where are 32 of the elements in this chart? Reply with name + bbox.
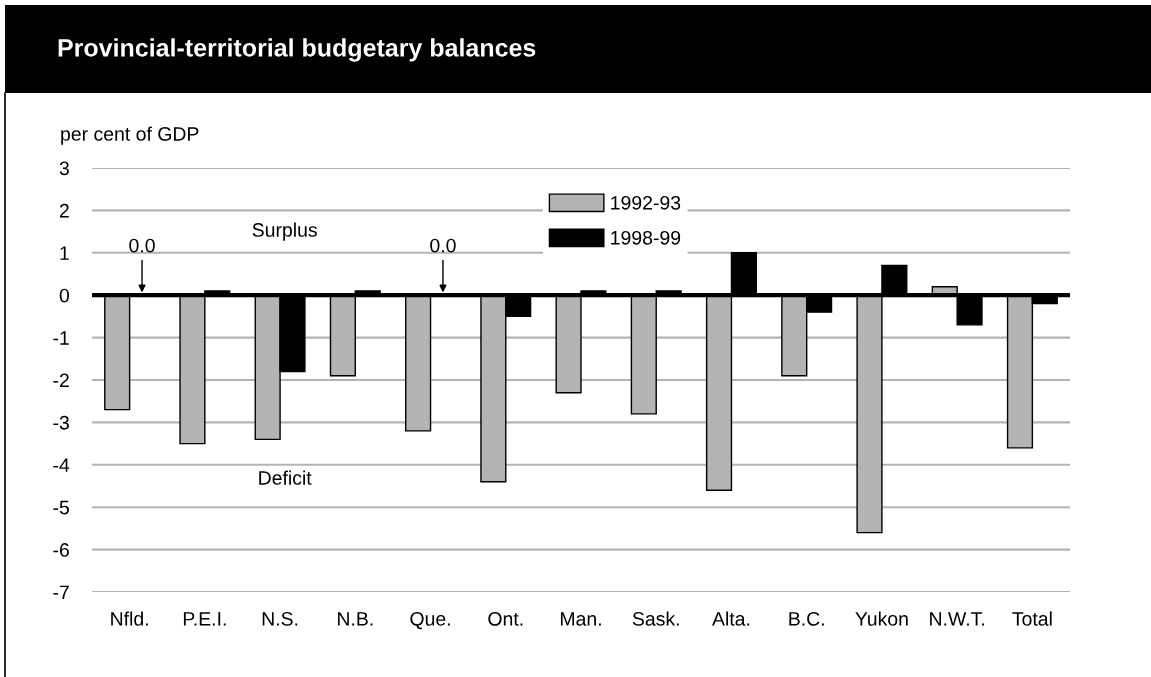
- y-tick-label: 2: [59, 203, 69, 218]
- y-tick-label: 1: [60, 246, 69, 260]
- y-tick-label: -1: [53, 331, 69, 345]
- x-tick-label: Total: [1012, 611, 1052, 626]
- y-tick-label: -7: [53, 585, 69, 600]
- x-tick-label: Man.: [560, 612, 601, 626]
- x-tick-label: Ont.: [488, 611, 523, 626]
- x-tick-label: P.E.I.: [183, 612, 226, 626]
- chart-title: Provincial-territorial budgetary balances: [58, 38, 536, 62]
- x-tick-label: B.C.: [789, 611, 824, 626]
- x-tick-label: N.S.: [262, 611, 298, 626]
- y-tick-label: -2: [53, 373, 69, 388]
- x-tick-label: N.B.: [337, 612, 373, 626]
- annotation: 0.0: [129, 238, 155, 253]
- x-tick-label: Que.: [410, 611, 450, 630]
- x-tick-label: Nfld.: [111, 611, 148, 626]
- y-tick-label: 0: [59, 288, 70, 303]
- annotation: Deficit: [259, 470, 312, 485]
- x-tick-label: Alta.: [712, 611, 750, 626]
- x-tick-label: Sask.: [632, 611, 679, 626]
- legend-label: 1998-99: [611, 230, 681, 245]
- y-tick-label: -5: [53, 500, 69, 515]
- y-tick-label: -6: [53, 543, 69, 557]
- y-tick-label: -3: [53, 415, 69, 430]
- y-tick-label: 3: [59, 161, 69, 176]
- y-tick-label: -4: [53, 458, 70, 472]
- x-tick-label: N.W.T.: [930, 612, 984, 626]
- annotation: Surplus: [252, 222, 317, 241]
- annotation: 0.0: [430, 238, 456, 253]
- x-tick-label: Yukon: [855, 611, 908, 626]
- y-axis-title: per cent of GDP: [61, 126, 199, 145]
- legend-label: 1992-93: [611, 195, 681, 210]
